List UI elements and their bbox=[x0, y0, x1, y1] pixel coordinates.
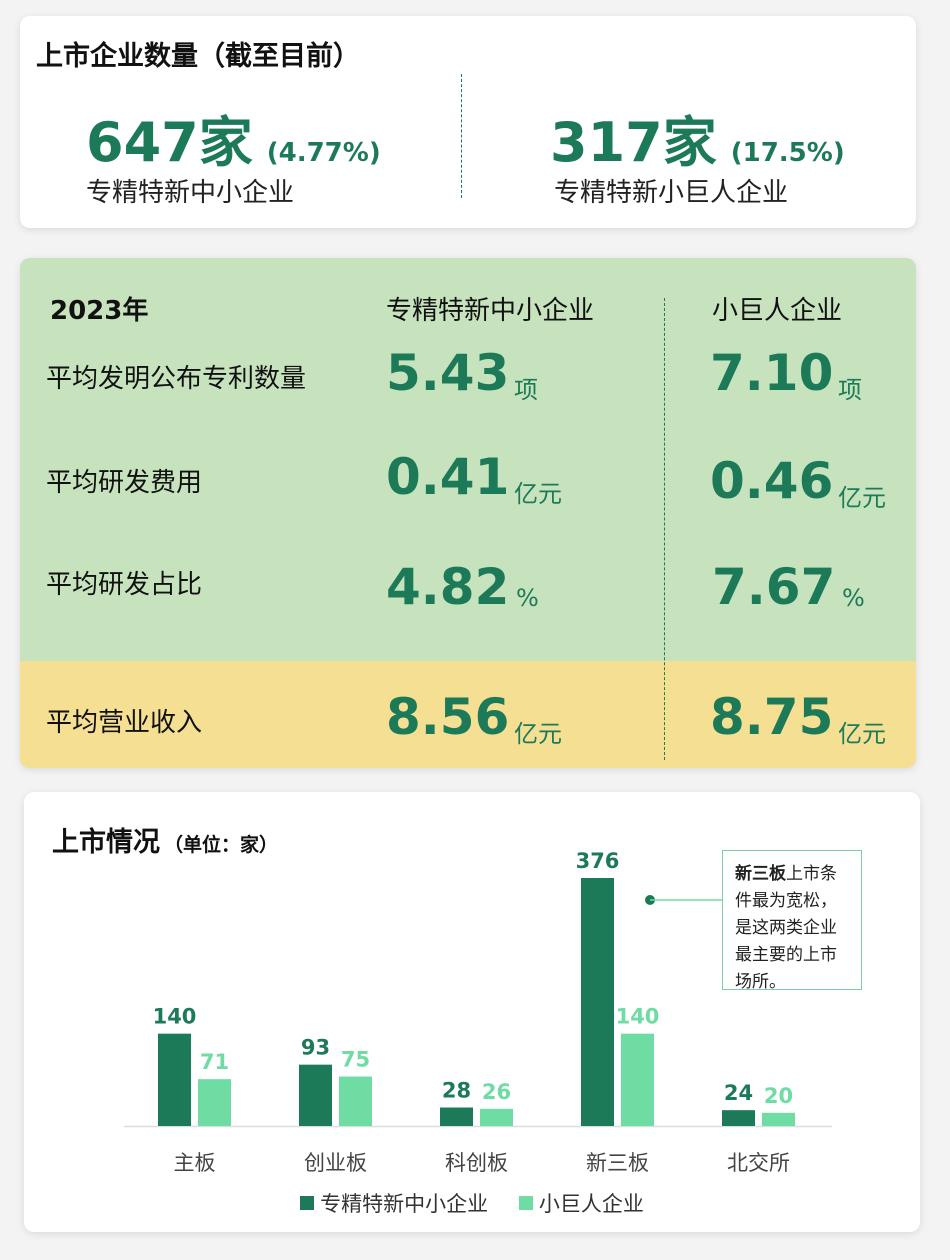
metrics-year: 2023年 bbox=[50, 296, 149, 326]
data-label-giant-2: 26 bbox=[482, 1080, 511, 1104]
bar-giant-0 bbox=[198, 1079, 231, 1126]
chart-legend: 专精特新中小企业 小巨人企业 bbox=[24, 1188, 920, 1218]
bar-sme-3 bbox=[581, 878, 614, 1126]
metric-unit-rd-cost-sme: 亿元 bbox=[514, 480, 562, 508]
metric-unit-patents-giant: 项 bbox=[838, 376, 862, 404]
listed-count-card: 上市企业数量（截至目前） 647家 (4.77%) 专精特新中小企业 317家 (1… bbox=[20, 16, 916, 228]
metric-sme-rd-cost: 0.41 bbox=[386, 448, 510, 506]
annotation-text: 上市条件最为宽松，是这两类企业最主要的上市场所。 bbox=[735, 864, 837, 992]
metric-giant-rd-cost: 0.46 bbox=[710, 452, 834, 510]
legend-item-sme: 专精特新中小企业 bbox=[300, 1188, 488, 1218]
sme-listed-pct: (4.77%) bbox=[266, 138, 381, 168]
annotation-bold: 新三板 bbox=[735, 864, 786, 884]
x-tick-label-3: 新三板 bbox=[586, 1151, 649, 1175]
metric-unit-revenue-giant: 亿元 bbox=[838, 720, 886, 748]
col-header-sme: 专精特新中小企业 bbox=[386, 296, 595, 326]
data-label-giant-0: 71 bbox=[200, 1050, 229, 1074]
metric-unit-revenue-sme: 亿元 bbox=[514, 720, 562, 748]
listing-chart-card: 上市情况 （单位：家） 140 71 主板 93 75 创业板 28 26 科创板 376 140 新三… bbox=[24, 792, 920, 1232]
bar-giant-2 bbox=[480, 1108, 513, 1126]
metric-unit-patents-sme: 项 bbox=[514, 376, 538, 404]
metric-sme-rd-ratio: 4.82 bbox=[386, 558, 510, 616]
giant-listed-label: 专精特新小巨人企业 bbox=[554, 178, 789, 208]
metric-unit-rd-ratio-sme: % bbox=[516, 584, 539, 612]
col-header-giant: 小巨人企业 bbox=[712, 296, 843, 326]
sme-listed-label: 专精特新中小企业 bbox=[86, 178, 295, 208]
listed-divider bbox=[461, 74, 462, 198]
legend-swatch-giant bbox=[518, 1196, 533, 1210]
data-label-giant-1: 75 bbox=[341, 1048, 370, 1072]
metric-sme-patents: 5.43 bbox=[386, 344, 510, 402]
x-tick-label-2: 科创板 bbox=[445, 1151, 508, 1175]
data-label-sme-2: 28 bbox=[442, 1079, 471, 1103]
listed-title: 上市企业数量（截至目前） bbox=[36, 41, 360, 72]
legend-swatch-sme bbox=[300, 1196, 315, 1210]
chart-title: 上市情况 （单位：家） bbox=[52, 820, 278, 859]
giant-listed-stat: 317家 (17.5%) bbox=[550, 98, 845, 177]
metric-label-patents: 平均发明公布专利数量 bbox=[46, 364, 307, 394]
x-tick-label-4: 北交所 bbox=[727, 1151, 790, 1175]
giant-listed-pct: (17.5%) bbox=[730, 138, 845, 168]
revenue-band bbox=[20, 661, 916, 768]
metrics-divider bbox=[664, 298, 665, 760]
metric-giant-revenue: 8.75 bbox=[710, 688, 834, 746]
metrics-card: 2023年 专精特新中小企业 小巨人企业 平均发明公布专利数量 5.43 项 7… bbox=[20, 258, 916, 768]
bar-sme-4 bbox=[722, 1110, 755, 1126]
chart-annotation: 新三板上市条件最为宽松，是这两类企业最主要的上市场所。 bbox=[722, 850, 862, 992]
bar-giant-1 bbox=[339, 1076, 372, 1126]
chart-title-text: 上市情况 bbox=[52, 827, 160, 858]
data-label-giant-3: 140 bbox=[616, 1005, 660, 1029]
x-tick-label-1: 创业板 bbox=[304, 1151, 367, 1175]
metric-label-rd-cost: 平均研发费用 bbox=[46, 468, 203, 498]
data-label-sme-3: 376 bbox=[576, 849, 620, 873]
legend-label-sme: 专精特新中小企业 bbox=[320, 1192, 489, 1216]
data-label-giant-4: 20 bbox=[764, 1084, 793, 1108]
bar-giant-3 bbox=[621, 1033, 654, 1126]
bar-sme-1 bbox=[299, 1064, 332, 1126]
data-label-sme-0: 140 bbox=[153, 1005, 197, 1029]
legend-label-giant: 小巨人企业 bbox=[538, 1192, 644, 1216]
sme-listed-count: 647家 bbox=[86, 111, 253, 174]
metric-sme-revenue: 8.56 bbox=[386, 688, 510, 746]
data-label-sme-1: 93 bbox=[301, 1036, 330, 1060]
chart-subtitle: （单位：家） bbox=[164, 834, 279, 856]
metric-giant-rd-ratio: 7.67 bbox=[712, 558, 836, 616]
metric-giant-patents: 7.10 bbox=[710, 344, 834, 402]
bar-giant-4 bbox=[762, 1112, 795, 1126]
giant-listed-count: 317家 bbox=[550, 111, 717, 174]
x-tick-label-0: 主板 bbox=[174, 1151, 216, 1175]
metric-label-revenue: 平均营业收入 bbox=[46, 708, 203, 738]
legend-item-giant: 小巨人企业 bbox=[518, 1188, 644, 1218]
metric-label-rd-ratio: 平均研发占比 bbox=[46, 570, 203, 600]
metric-unit-rd-ratio-giant: % bbox=[842, 584, 865, 612]
bar-sme-0 bbox=[158, 1033, 191, 1126]
bar-sme-2 bbox=[440, 1107, 473, 1126]
sme-listed-stat: 647家 (4.77%) bbox=[86, 98, 381, 177]
metric-unit-rd-cost-giant: 亿元 bbox=[838, 484, 886, 512]
data-label-sme-4: 24 bbox=[724, 1081, 753, 1105]
